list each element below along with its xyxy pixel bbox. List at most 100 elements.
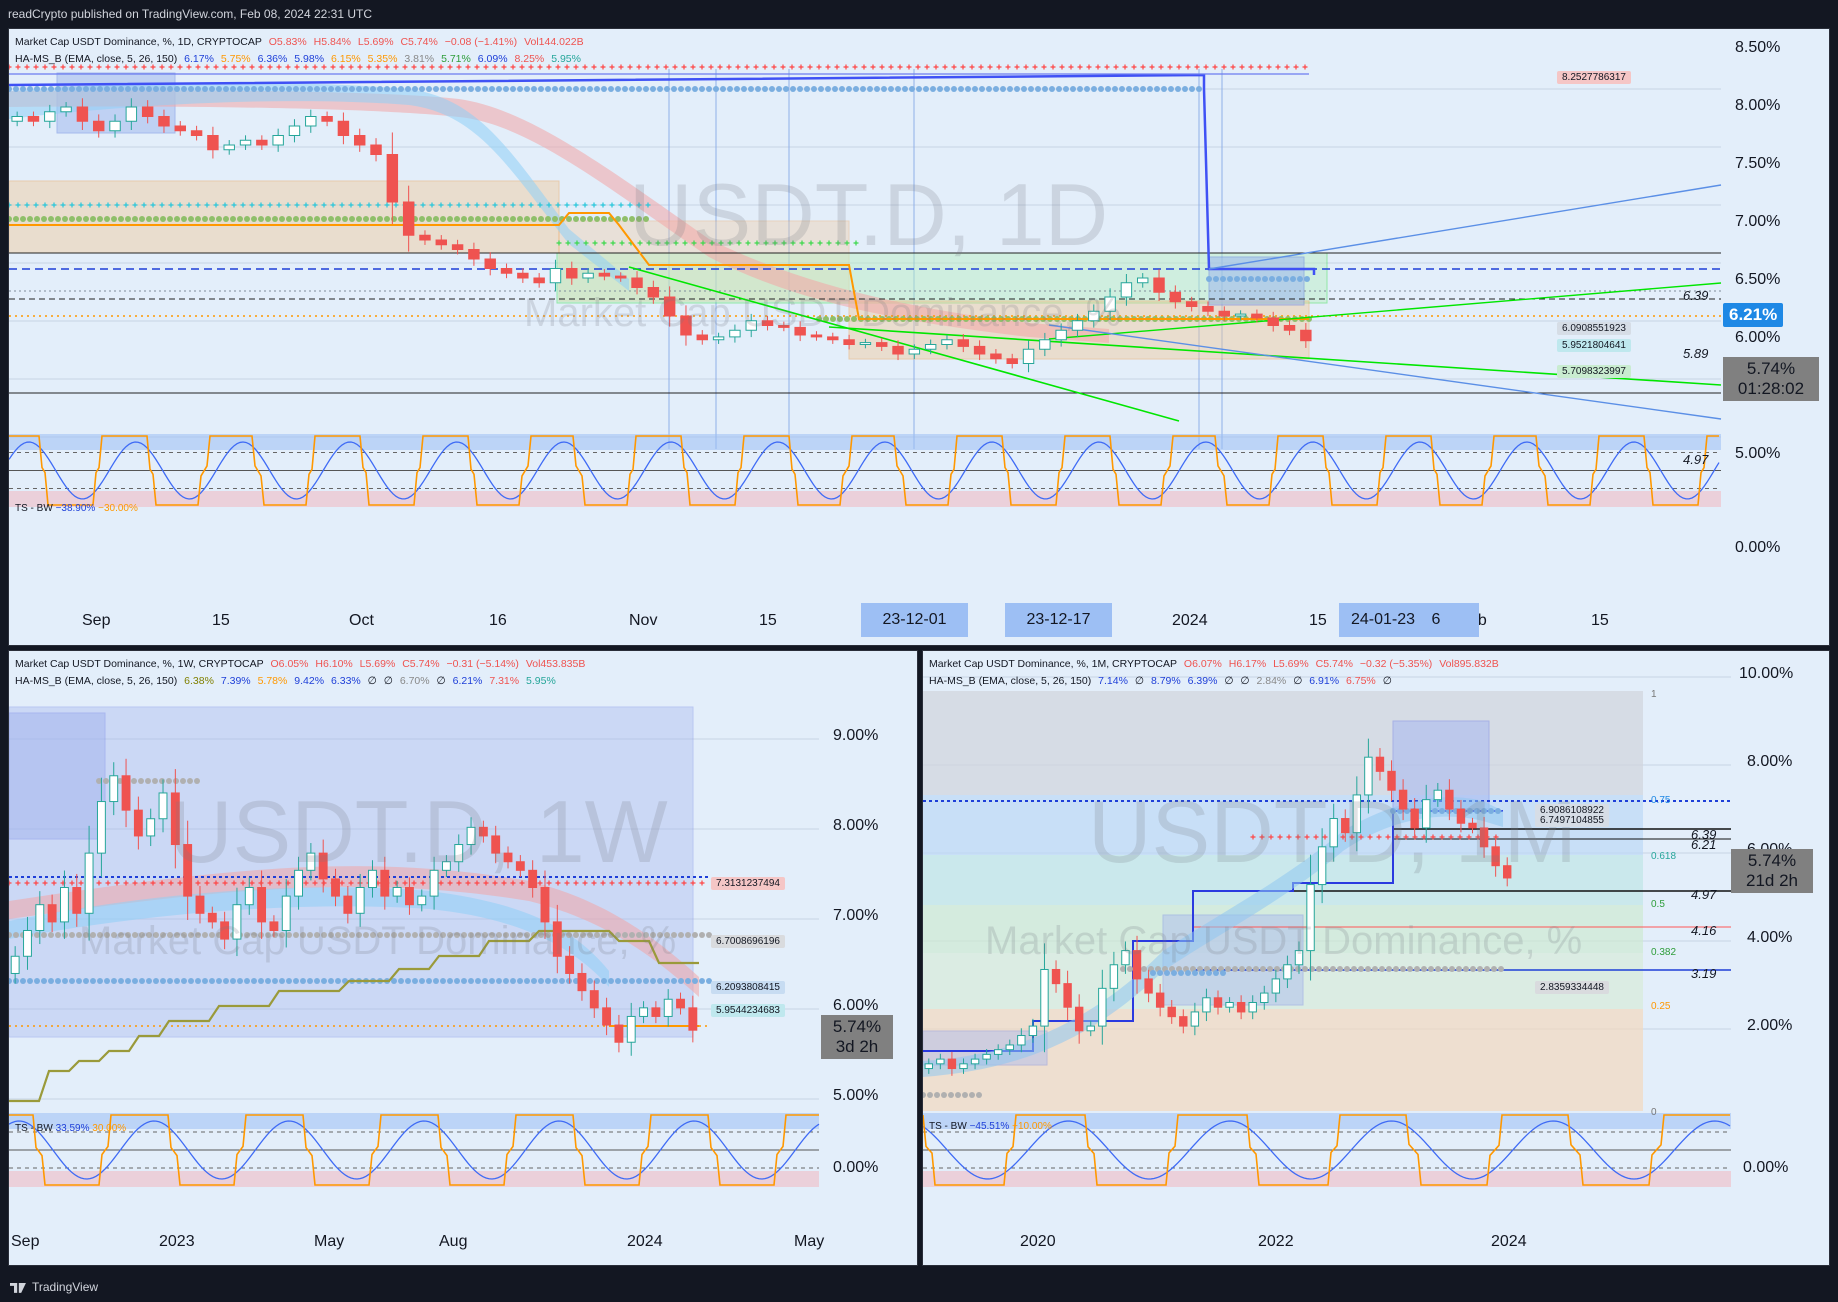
monthly-cross-row	[1340, 834, 1346, 840]
monthly-dot-row-2	[1192, 970, 1198, 976]
weekly-candle	[343, 895, 353, 914]
weekly-cross-row	[555, 880, 561, 886]
daily-candle	[1088, 310, 1100, 322]
monthly-cross-row	[1439, 834, 1445, 840]
weekly-chart-panel[interactable]: USDT.D, 1W Market Cap USDT Dominance, % …	[8, 650, 918, 1266]
daily-candle	[207, 135, 219, 151]
daily-dot-row	[622, 86, 628, 92]
daily-green-dot-row	[496, 216, 502, 222]
daily-cross-row-teal	[96, 202, 102, 208]
daily-osc-label: TS - BW	[15, 503, 53, 514]
weekly-dot-row	[636, 978, 642, 984]
weekly-cross-row	[105, 880, 111, 886]
weekly-gray-dot-row-2	[194, 778, 200, 784]
monthly-gray-dot-row	[1302, 966, 1308, 972]
daily-cross-row-teal	[69, 202, 75, 208]
daily-green-dot-row	[272, 216, 278, 222]
daily-green-dot-row	[27, 216, 33, 222]
daily-legend-main: Market Cap USDT Dominance, %, 1D, CRYPTO…	[15, 36, 588, 48]
monthly-cross-row	[1268, 834, 1274, 840]
weekly-axis-600: 6.00%	[833, 997, 879, 1014]
monthly-tag-2835: 2.8359334448	[1535, 981, 1609, 994]
monthly-gray-dot-row	[1407, 966, 1413, 972]
weekly-gray-dot-row	[370, 932, 376, 938]
daily-cross-row	[465, 64, 471, 70]
monthly-ind-v8: 6.91%	[1309, 675, 1340, 687]
daily-candle	[582, 272, 594, 279]
weekly-legend-high: H6.10%	[315, 658, 353, 670]
daily-cross-row-green	[646, 240, 652, 246]
weekly-cross-row	[132, 880, 138, 886]
daily-dot-row	[447, 86, 453, 92]
weekly-gray-dot-row	[573, 932, 579, 938]
daily-cross-row-green	[772, 240, 778, 246]
monthly-gray-dot-row	[1358, 966, 1364, 972]
daily-date-highlight-2: 23-12-17	[1005, 603, 1112, 637]
weekly-dot-row	[55, 978, 61, 984]
monthly-cross-row	[1313, 834, 1319, 840]
weekly-dot-row	[482, 978, 488, 984]
daily-candle	[794, 326, 806, 336]
daily-chart-canvas[interactable]	[9, 29, 1830, 646]
daily-dot-row	[636, 86, 642, 92]
weekly-cross-row	[204, 880, 210, 886]
daily-candle	[1283, 325, 1296, 331]
weekly-dot-row	[426, 978, 432, 984]
daily-green-dot-row	[300, 216, 306, 222]
monthly-gray-dot-row	[1274, 966, 1280, 972]
weekly-chart-canvas[interactable]	[9, 651, 918, 1266]
daily-dot-row	[468, 86, 474, 92]
daily-ind-v0: 6.17%	[184, 53, 214, 65]
daily-dot-row	[356, 86, 362, 92]
monthly-chart-canvas[interactable]	[923, 651, 1830, 1266]
weekly-cross-row	[33, 880, 39, 886]
daily-osc-step-line	[9, 435, 1719, 506]
monthly-candle	[1202, 997, 1211, 1013]
daily-dot-row	[510, 86, 516, 92]
daily-dot-row	[20, 86, 26, 92]
weekly-axis-900: 9.00%	[833, 727, 879, 744]
daily-dot-row	[1021, 86, 1027, 92]
daily-cross-row	[1014, 64, 1020, 70]
daily-dot-row	[1182, 86, 1188, 92]
weekly-tag-6700: 6.7008696196	[711, 935, 785, 948]
daily-cross-row	[1023, 64, 1029, 70]
weekly-dot-row	[223, 978, 229, 984]
daily-cross-row	[1176, 64, 1182, 70]
daily-candle	[598, 272, 611, 277]
daily-dot-row	[531, 86, 537, 92]
daily-cross-row	[384, 64, 390, 70]
weekly-gray-dot-row	[314, 932, 320, 938]
weekly-cross-row	[123, 880, 129, 886]
weekly-dot-row	[258, 978, 264, 984]
daily-cross-row	[1194, 64, 1200, 70]
daily-candle	[158, 116, 170, 127]
monthly-candle	[982, 1053, 991, 1060]
monthly-gray-dot-row-2	[962, 1092, 968, 1098]
monthly-chart-panel[interactable]: USDT.D, 1M Market Cap USDT Dominance, % …	[922, 650, 1830, 1266]
monthly-cross-row	[1385, 834, 1391, 840]
monthly-fib-0: 0	[1651, 1107, 1657, 1118]
daily-chart-panel[interactable]: USDT.D, 1D Market Cap USDT Dominance, % …	[8, 28, 1830, 646]
daily-cross-row-teal	[78, 202, 84, 208]
weekly-dot-row	[685, 978, 691, 984]
weekly-gray-dot-row	[244, 932, 250, 938]
weekly-candle	[466, 826, 476, 846]
weekly-legend-open: O6.05%	[270, 658, 309, 670]
monthly-candle	[1398, 789, 1408, 810]
weekly-dot-row	[181, 978, 187, 984]
daily-candle	[1055, 329, 1067, 341]
daily-green-dot-row-2	[837, 316, 843, 322]
weekly-dot-row	[314, 978, 320, 984]
daily-candle	[256, 139, 268, 146]
daily-ind-v9: 8.25%	[514, 53, 545, 65]
daily-cross-row	[933, 64, 939, 70]
weekly-candle	[10, 955, 20, 974]
daily-dot-row	[237, 86, 243, 92]
weekly-cross-row	[240, 880, 246, 886]
monthly-osc-zero: 0.00%	[1743, 1159, 1789, 1176]
monthly-time-2024: 2024	[1491, 1233, 1527, 1250]
monthly-candle	[1248, 1002, 1257, 1013]
daily-cross-row	[123, 64, 129, 70]
weekly-candle	[60, 887, 69, 923]
